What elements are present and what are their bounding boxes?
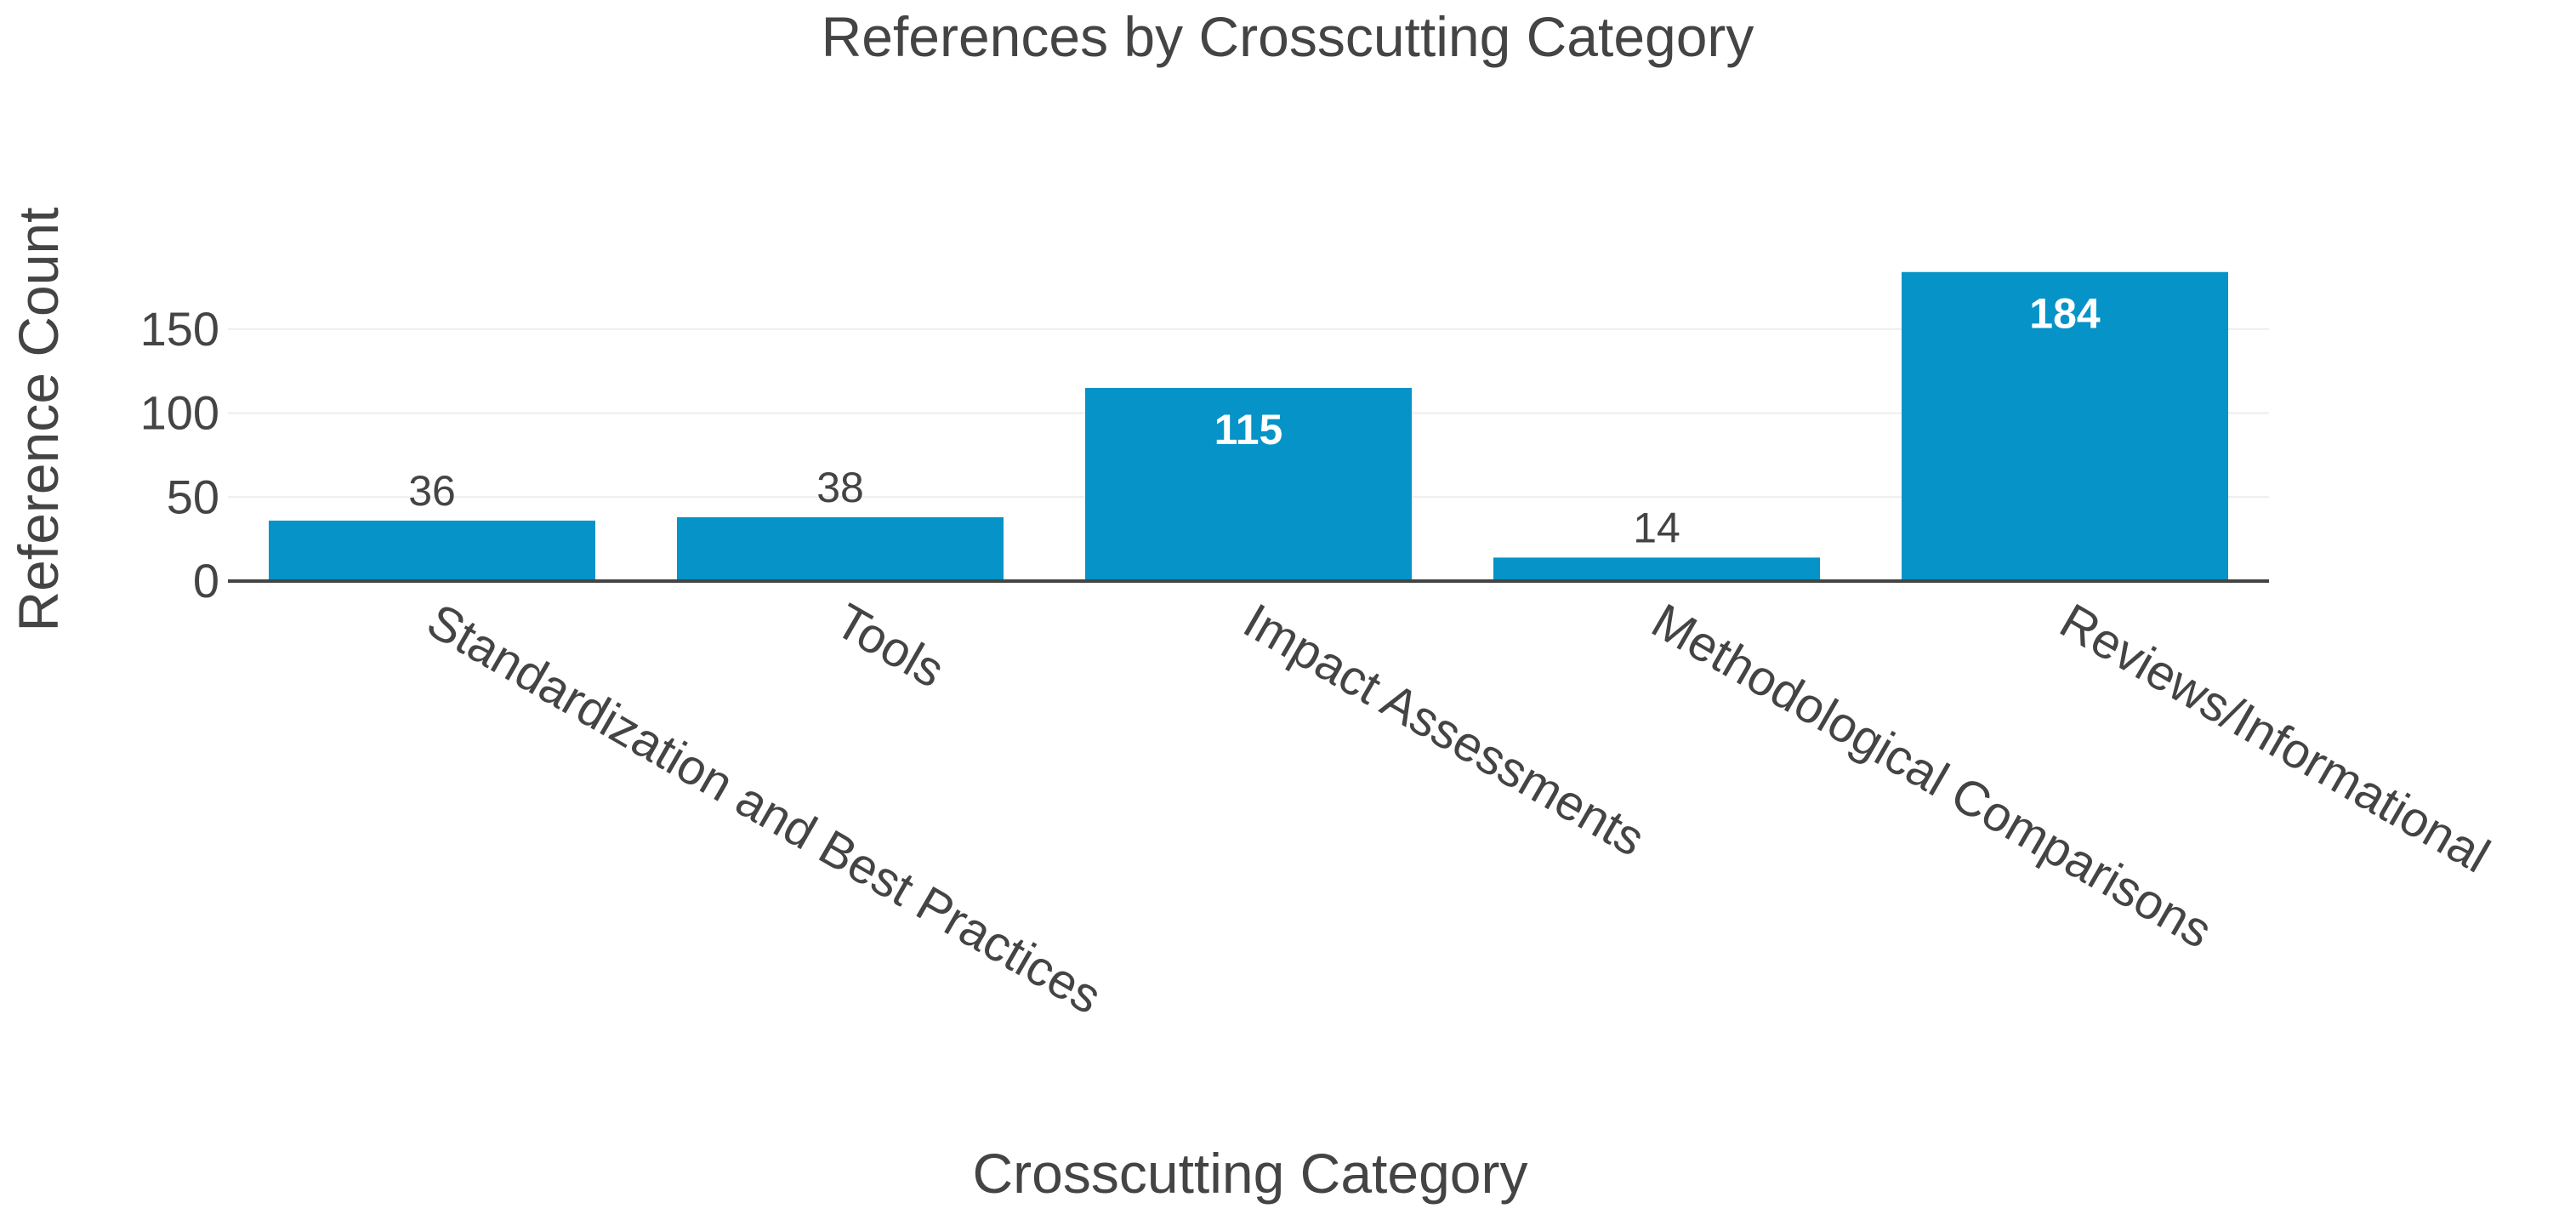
x-tick-label: Reviews/Informational bbox=[2051, 593, 2499, 884]
data-labels: 36 38 115 14 184 bbox=[408, 290, 2101, 552]
y-axis-ticks: 0 50 100 150 bbox=[140, 302, 219, 607]
y-tick-label: 50 bbox=[167, 470, 219, 523]
y-tick-label: 150 bbox=[140, 302, 219, 356]
x-axis-title: Crosscutting Category bbox=[973, 1142, 1528, 1205]
y-tick-label: 0 bbox=[193, 554, 219, 607]
data-label: 14 bbox=[1633, 504, 1680, 551]
x-tick-label: Tools bbox=[827, 593, 954, 698]
data-label: 36 bbox=[408, 467, 456, 515]
bar bbox=[1493, 557, 1820, 581]
bar bbox=[269, 520, 595, 581]
data-label: 184 bbox=[2029, 290, 2101, 338]
x-tick-label: Standardization and Best Practices bbox=[418, 593, 1111, 1025]
bar bbox=[677, 516, 1004, 581]
x-tick-label: Impact Assessments bbox=[1235, 593, 1654, 867]
y-tick-label: 100 bbox=[140, 386, 219, 440]
bars bbox=[269, 271, 2228, 581]
data-label: 38 bbox=[816, 464, 864, 511]
chart-title: References by Crosscutting Category bbox=[822, 5, 1754, 68]
y-axis-title: Reference Count bbox=[7, 208, 70, 632]
bar bbox=[1085, 387, 1412, 581]
bar bbox=[1902, 271, 2228, 581]
data-label: 115 bbox=[1214, 406, 1283, 453]
